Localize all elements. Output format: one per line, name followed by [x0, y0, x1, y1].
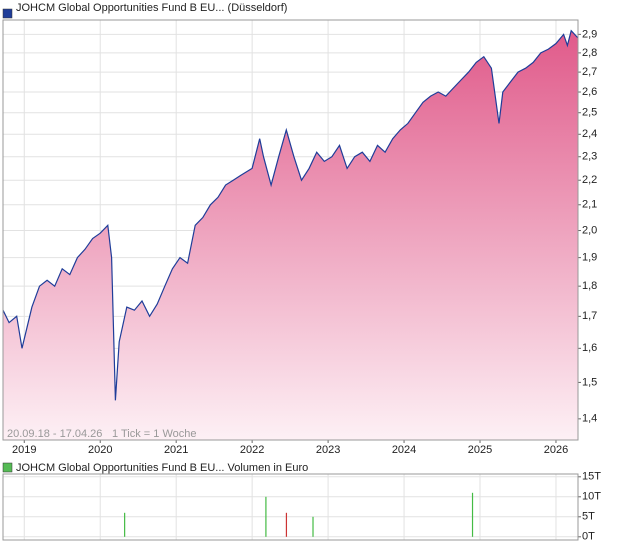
y-tick-label: 0T: [582, 531, 595, 543]
bar: [124, 512, 126, 537]
y-tick-label: 1,6: [582, 342, 597, 354]
y-tick-label: 2,9: [582, 28, 597, 40]
y-tick-label: 1,5: [582, 376, 597, 388]
x-tick-label: 2026: [544, 444, 568, 456]
x-tick-label: 2019: [12, 444, 36, 456]
x-tick-label: 2020: [88, 444, 112, 456]
y-tick-label: 2,2: [582, 174, 597, 186]
y-tick-label: 2,4: [582, 128, 597, 140]
x-tick-label: 2025: [468, 444, 492, 456]
y-tick-label: 2,6: [582, 86, 597, 98]
plot-frame: [2, 473, 579, 541]
y-tick-label: 15T: [582, 471, 601, 483]
plot-frame: [2, 19, 579, 441]
y-tick-label: 2,1: [582, 199, 597, 211]
legend-label: JOHCM Global Opportunities Fund B EU... …: [16, 462, 308, 474]
y-tick-label: 2,8: [582, 47, 597, 59]
x-tick-label: 2021: [164, 444, 188, 456]
y-tick-label: 1,8: [582, 280, 597, 292]
legend-swatch: [2, 8, 13, 19]
y-tick-label: 5T: [582, 511, 595, 523]
bar: [471, 492, 474, 537]
y-tick-label: 1,4: [582, 413, 597, 425]
y-tick-label: 2,3: [582, 151, 597, 163]
bar: [312, 516, 314, 537]
date-range: 20.09.18 - 17.04.26: [7, 428, 102, 440]
bar: [285, 512, 288, 537]
y-tick-label: 1,9: [582, 252, 597, 264]
area: [3, 30, 578, 440]
y-tick-label: 2,7: [582, 66, 597, 78]
line: [2, 29, 579, 401]
x-tick-label: 2023: [316, 444, 340, 456]
y-tick-label: 1,7: [582, 310, 597, 322]
x-tick-label: 2024: [392, 444, 416, 456]
y-tick-label: 2,5: [582, 107, 597, 119]
bar: [265, 496, 267, 537]
y-tick-label: 2,0: [582, 224, 597, 236]
x-tick-label: 2022: [240, 444, 264, 456]
tick-info: 1 Tick = 1 Woche: [112, 428, 196, 440]
y-tick-label: 10T: [582, 491, 601, 503]
legend-swatch: [2, 462, 13, 473]
legend-label: JOHCM Global Opportunities Fund B EU... …: [16, 2, 287, 14]
